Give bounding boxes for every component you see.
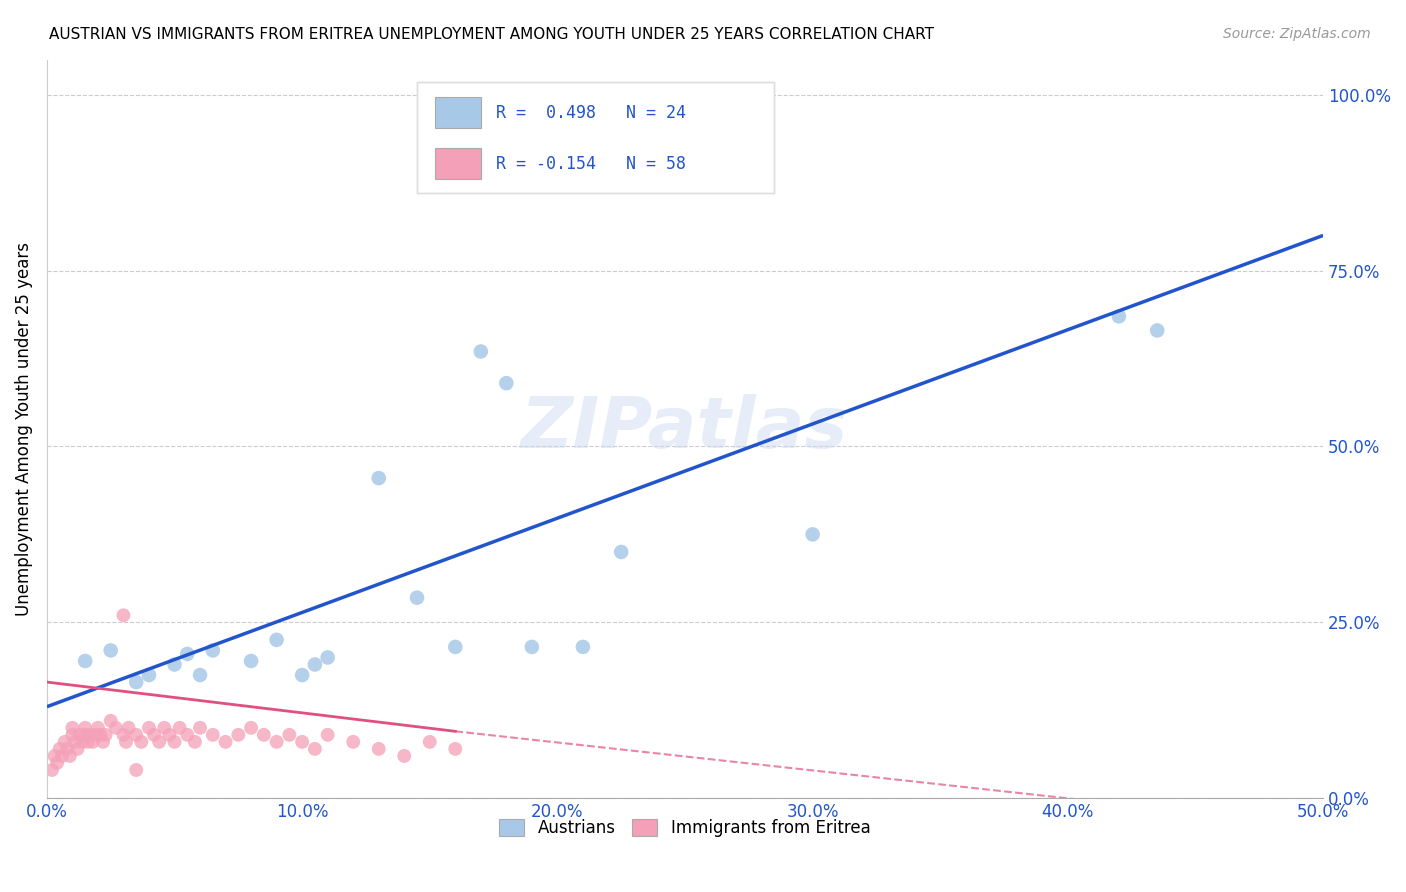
Point (75, 721, 97, 735)
Point (69, 728, 91, 742)
Point (163, 657, 186, 672)
Text: ZIPatlas: ZIPatlas (522, 394, 849, 463)
Point (419, 735, 441, 749)
Point (87, 721, 110, 735)
Point (91, 735, 114, 749)
Text: AUSTRIAN VS IMMIGRANTS FROM ERITREA UNEMPLOYMENT AMONG YOUTH UNDER 25 YEARS CORR: AUSTRIAN VS IMMIGRANTS FROM ERITREA UNEM… (49, 27, 934, 42)
Point (163, 735, 186, 749)
Point (610, 545, 633, 559)
Point (112, 728, 135, 742)
Point (316, 728, 339, 742)
Text: Source: ZipAtlas.com: Source: ZipAtlas.com (1223, 27, 1371, 41)
Point (125, 728, 148, 742)
Point (59, 748, 82, 763)
Point (316, 650, 339, 665)
Point (240, 654, 263, 668)
Point (117, 721, 139, 735)
Point (48, 742, 70, 756)
Point (444, 742, 467, 756)
Point (291, 735, 314, 749)
Point (266, 632, 288, 647)
Point (112, 608, 135, 623)
Point (169, 721, 191, 735)
Point (82, 735, 104, 749)
Point (100, 714, 122, 728)
Point (44, 748, 66, 763)
Point (84, 728, 107, 742)
Point (75, 728, 97, 742)
Point (153, 721, 176, 735)
Point (176, 728, 198, 742)
Y-axis label: Unemployment Among Youth under 25 years: Unemployment Among Youth under 25 years (15, 242, 32, 615)
Point (367, 742, 389, 756)
Point (51, 748, 73, 763)
Point (394, 748, 416, 763)
Point (201, 643, 224, 657)
Point (304, 657, 326, 672)
Point (520, 640, 543, 654)
Point (46, 756, 69, 770)
Point (444, 640, 467, 654)
Point (278, 728, 301, 742)
Point (115, 735, 138, 749)
Point (125, 675, 148, 690)
Point (266, 735, 288, 749)
Point (89, 728, 111, 742)
Point (62, 721, 84, 735)
Legend: Austrians, Immigrants from Eritrea: Austrians, Immigrants from Eritrea (491, 810, 879, 846)
Point (240, 721, 263, 735)
Point (125, 763, 148, 777)
Point (53, 735, 76, 749)
Point (157, 728, 180, 742)
Point (176, 647, 198, 661)
Point (143, 728, 166, 742)
Point (228, 728, 250, 742)
Point (94, 728, 117, 742)
Point (184, 735, 207, 749)
Point (1108, 310, 1130, 324)
Point (188, 721, 211, 735)
Point (75, 654, 97, 668)
Point (138, 668, 160, 682)
Point (79, 728, 101, 742)
Point (72, 735, 94, 749)
Point (201, 728, 224, 742)
Point (291, 668, 314, 682)
Point (342, 735, 364, 749)
Point (100, 643, 122, 657)
Point (406, 591, 429, 605)
Point (304, 742, 326, 756)
Point (104, 721, 127, 735)
Point (1146, 323, 1168, 337)
Point (188, 668, 211, 682)
Point (56, 742, 79, 756)
Point (66, 742, 89, 756)
Point (138, 721, 160, 735)
Point (470, 344, 492, 359)
Point (62, 728, 84, 742)
Point (63, 735, 86, 749)
Point (148, 735, 170, 749)
Point (572, 640, 595, 654)
Point (76, 735, 98, 749)
Point (131, 735, 153, 749)
Point (367, 471, 389, 485)
Point (214, 735, 236, 749)
Point (801, 527, 824, 541)
Point (253, 728, 276, 742)
Point (41, 763, 63, 777)
Point (495, 376, 517, 391)
